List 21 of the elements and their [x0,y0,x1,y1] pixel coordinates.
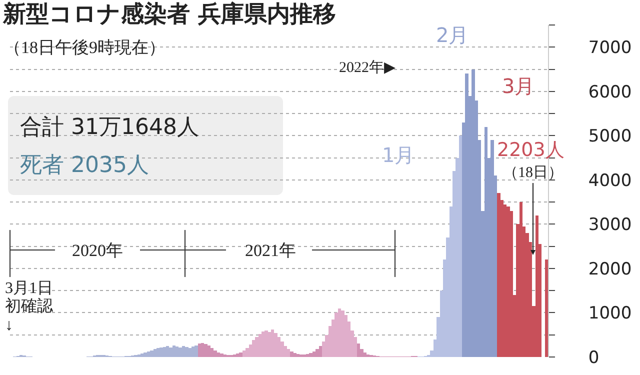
y-tick-label: 7000 [588,38,632,58]
y-tick-label: 3000 [588,215,632,236]
annotation: （18日） [503,165,563,181]
annotation: 2203人 [497,139,564,161]
annotation: 2月 [436,23,469,47]
y-tick-label: 0 [588,348,600,368]
chart-title: 新型コロナ感染者 兵庫県内推移 [2,0,336,28]
annotation: 3月 [502,74,535,98]
annotation: 死者 2035人 [20,153,149,178]
y-tick-label: 4000 [588,170,632,191]
annotation: 2021年 [245,241,296,260]
annotation: 3月1日初確認↓ [5,280,54,336]
annotation: 1月 [382,143,415,167]
annotation: 2022年▶ [339,59,396,76]
text: （18日午後9時現在） [4,38,166,57]
annotation: 2020年 [72,241,123,260]
y-tick-label: 5000 [588,126,632,147]
y-tick-label: 1000 [588,304,632,324]
annotation: 合計 31万1648人 [20,115,199,140]
y-tick-label: 6000 [588,82,632,102]
y-tick-label: 2000 [588,259,632,280]
